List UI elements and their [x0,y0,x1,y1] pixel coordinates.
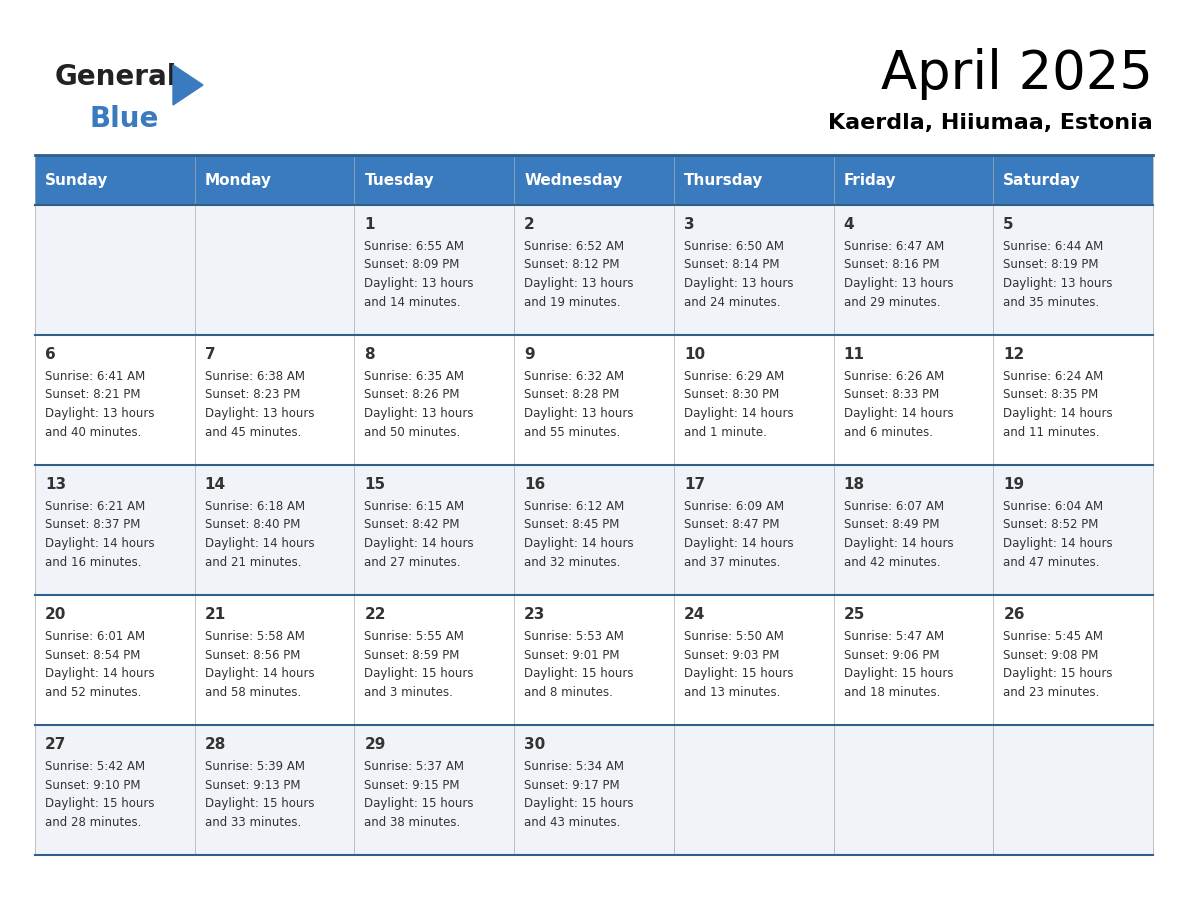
Text: 5: 5 [1004,217,1013,232]
Text: Kaerdla, Hiiumaa, Estonia: Kaerdla, Hiiumaa, Estonia [828,113,1154,133]
Text: Sunrise: 5:47 AM
Sunset: 9:06 PM
Daylight: 15 hours
and 18 minutes.: Sunrise: 5:47 AM Sunset: 9:06 PM Dayligh… [843,630,953,699]
Bar [34,335,1154,465]
Text: Sunrise: 6:38 AM
Sunset: 8:23 PM
Daylight: 13 hours
and 45 minutes.: Sunrise: 6:38 AM Sunset: 8:23 PM Dayligh… [204,370,314,439]
Text: Blue: Blue [90,105,159,133]
Bar [514,155,674,205]
Text: 6: 6 [45,347,56,362]
Text: Sunrise: 5:50 AM
Sunset: 9:03 PM
Daylight: 15 hours
and 13 minutes.: Sunrise: 5:50 AM Sunset: 9:03 PM Dayligh… [684,630,794,699]
Text: Sunrise: 6:12 AM
Sunset: 8:45 PM
Daylight: 14 hours
and 32 minutes.: Sunrise: 6:12 AM Sunset: 8:45 PM Dayligh… [524,500,633,568]
Text: Sunrise: 6:09 AM
Sunset: 8:47 PM
Daylight: 14 hours
and 37 minutes.: Sunrise: 6:09 AM Sunset: 8:47 PM Dayligh… [684,500,794,568]
Text: 20: 20 [45,607,67,622]
Text: 27: 27 [45,737,67,752]
Text: Sunrise: 6:26 AM
Sunset: 8:33 PM
Daylight: 14 hours
and 6 minutes.: Sunrise: 6:26 AM Sunset: 8:33 PM Dayligh… [843,370,953,439]
Text: Sunrise: 5:55 AM
Sunset: 8:59 PM
Daylight: 15 hours
and 3 minutes.: Sunrise: 5:55 AM Sunset: 8:59 PM Dayligh… [365,630,474,699]
Text: Sunrise: 5:45 AM
Sunset: 9:08 PM
Daylight: 15 hours
and 23 minutes.: Sunrise: 5:45 AM Sunset: 9:08 PM Dayligh… [1004,630,1113,699]
Text: 9: 9 [524,347,535,362]
Text: Sunrise: 6:52 AM
Sunset: 8:12 PM
Daylight: 13 hours
and 19 minutes.: Sunrise: 6:52 AM Sunset: 8:12 PM Dayligh… [524,240,633,308]
Text: 30: 30 [524,737,545,752]
Bar [195,155,354,205]
Text: Tuesday: Tuesday [365,173,434,187]
Text: 22: 22 [365,607,386,622]
Text: 21: 21 [204,607,226,622]
Bar [674,155,834,205]
Text: Friday: Friday [843,173,896,187]
Text: 8: 8 [365,347,375,362]
Text: 12: 12 [1004,347,1024,362]
Text: Thursday: Thursday [684,173,763,187]
Text: 16: 16 [524,477,545,492]
Text: Sunrise: 6:35 AM
Sunset: 8:26 PM
Daylight: 13 hours
and 50 minutes.: Sunrise: 6:35 AM Sunset: 8:26 PM Dayligh… [365,370,474,439]
Text: Sunrise: 5:39 AM
Sunset: 9:13 PM
Daylight: 15 hours
and 33 minutes.: Sunrise: 5:39 AM Sunset: 9:13 PM Dayligh… [204,760,314,829]
Text: 26: 26 [1004,607,1025,622]
Text: Sunrise: 6:50 AM
Sunset: 8:14 PM
Daylight: 13 hours
and 24 minutes.: Sunrise: 6:50 AM Sunset: 8:14 PM Dayligh… [684,240,794,308]
Text: 2: 2 [524,217,535,232]
Text: Sunrise: 6:15 AM
Sunset: 8:42 PM
Daylight: 14 hours
and 27 minutes.: Sunrise: 6:15 AM Sunset: 8:42 PM Dayligh… [365,500,474,568]
Text: 19: 19 [1004,477,1024,492]
Text: General: General [55,63,177,91]
Text: 24: 24 [684,607,706,622]
Text: Sunrise: 6:47 AM
Sunset: 8:16 PM
Daylight: 13 hours
and 29 minutes.: Sunrise: 6:47 AM Sunset: 8:16 PM Dayligh… [843,240,953,308]
Text: 29: 29 [365,737,386,752]
Text: Sunrise: 6:04 AM
Sunset: 8:52 PM
Daylight: 14 hours
and 47 minutes.: Sunrise: 6:04 AM Sunset: 8:52 PM Dayligh… [1004,500,1113,568]
Text: 1: 1 [365,217,375,232]
Text: 23: 23 [524,607,545,622]
Text: Saturday: Saturday [1004,173,1081,187]
Text: 3: 3 [684,217,695,232]
Text: 7: 7 [204,347,215,362]
Text: Sunrise: 6:07 AM
Sunset: 8:49 PM
Daylight: 14 hours
and 42 minutes.: Sunrise: 6:07 AM Sunset: 8:49 PM Dayligh… [843,500,953,568]
Text: Sunrise: 6:29 AM
Sunset: 8:30 PM
Daylight: 14 hours
and 1 minute.: Sunrise: 6:29 AM Sunset: 8:30 PM Dayligh… [684,370,794,439]
Text: Sunrise: 5:53 AM
Sunset: 9:01 PM
Daylight: 15 hours
and 8 minutes.: Sunrise: 5:53 AM Sunset: 9:01 PM Dayligh… [524,630,633,699]
Text: 15: 15 [365,477,386,492]
Text: 11: 11 [843,347,865,362]
Bar [34,465,1154,595]
Text: Sunrise: 6:18 AM
Sunset: 8:40 PM
Daylight: 14 hours
and 21 minutes.: Sunrise: 6:18 AM Sunset: 8:40 PM Dayligh… [204,500,315,568]
Bar [834,155,993,205]
Text: Sunrise: 6:55 AM
Sunset: 8:09 PM
Daylight: 13 hours
and 14 minutes.: Sunrise: 6:55 AM Sunset: 8:09 PM Dayligh… [365,240,474,308]
Text: April 2025: April 2025 [881,48,1154,100]
Bar [34,155,195,205]
Text: Sunrise: 6:41 AM
Sunset: 8:21 PM
Daylight: 13 hours
and 40 minutes.: Sunrise: 6:41 AM Sunset: 8:21 PM Dayligh… [45,370,154,439]
Bar [354,155,514,205]
Text: 13: 13 [45,477,67,492]
Text: Sunrise: 6:01 AM
Sunset: 8:54 PM
Daylight: 14 hours
and 52 minutes.: Sunrise: 6:01 AM Sunset: 8:54 PM Dayligh… [45,630,154,699]
Text: Sunrise: 5:58 AM
Sunset: 8:56 PM
Daylight: 14 hours
and 58 minutes.: Sunrise: 5:58 AM Sunset: 8:56 PM Dayligh… [204,630,315,699]
Text: Monday: Monday [204,173,272,187]
Bar [34,725,1154,855]
Text: 4: 4 [843,217,854,232]
Text: 25: 25 [843,607,865,622]
Polygon shape [173,65,203,105]
Text: 10: 10 [684,347,704,362]
Text: Sunrise: 5:37 AM
Sunset: 9:15 PM
Daylight: 15 hours
and 38 minutes.: Sunrise: 5:37 AM Sunset: 9:15 PM Dayligh… [365,760,474,829]
Bar [34,595,1154,725]
Text: 18: 18 [843,477,865,492]
Bar [34,205,1154,335]
Text: Wednesday: Wednesday [524,173,623,187]
Text: Sunday: Sunday [45,173,108,187]
Text: Sunrise: 5:42 AM
Sunset: 9:10 PM
Daylight: 15 hours
and 28 minutes.: Sunrise: 5:42 AM Sunset: 9:10 PM Dayligh… [45,760,154,829]
Text: 28: 28 [204,737,226,752]
Bar [993,155,1154,205]
Text: 14: 14 [204,477,226,492]
Text: 17: 17 [684,477,704,492]
Text: Sunrise: 5:34 AM
Sunset: 9:17 PM
Daylight: 15 hours
and 43 minutes.: Sunrise: 5:34 AM Sunset: 9:17 PM Dayligh… [524,760,633,829]
Text: Sunrise: 6:32 AM
Sunset: 8:28 PM
Daylight: 13 hours
and 55 minutes.: Sunrise: 6:32 AM Sunset: 8:28 PM Dayligh… [524,370,633,439]
Text: Sunrise: 6:24 AM
Sunset: 8:35 PM
Daylight: 14 hours
and 11 minutes.: Sunrise: 6:24 AM Sunset: 8:35 PM Dayligh… [1004,370,1113,439]
Text: Sunrise: 6:44 AM
Sunset: 8:19 PM
Daylight: 13 hours
and 35 minutes.: Sunrise: 6:44 AM Sunset: 8:19 PM Dayligh… [1004,240,1113,308]
Text: Sunrise: 6:21 AM
Sunset: 8:37 PM
Daylight: 14 hours
and 16 minutes.: Sunrise: 6:21 AM Sunset: 8:37 PM Dayligh… [45,500,154,568]
